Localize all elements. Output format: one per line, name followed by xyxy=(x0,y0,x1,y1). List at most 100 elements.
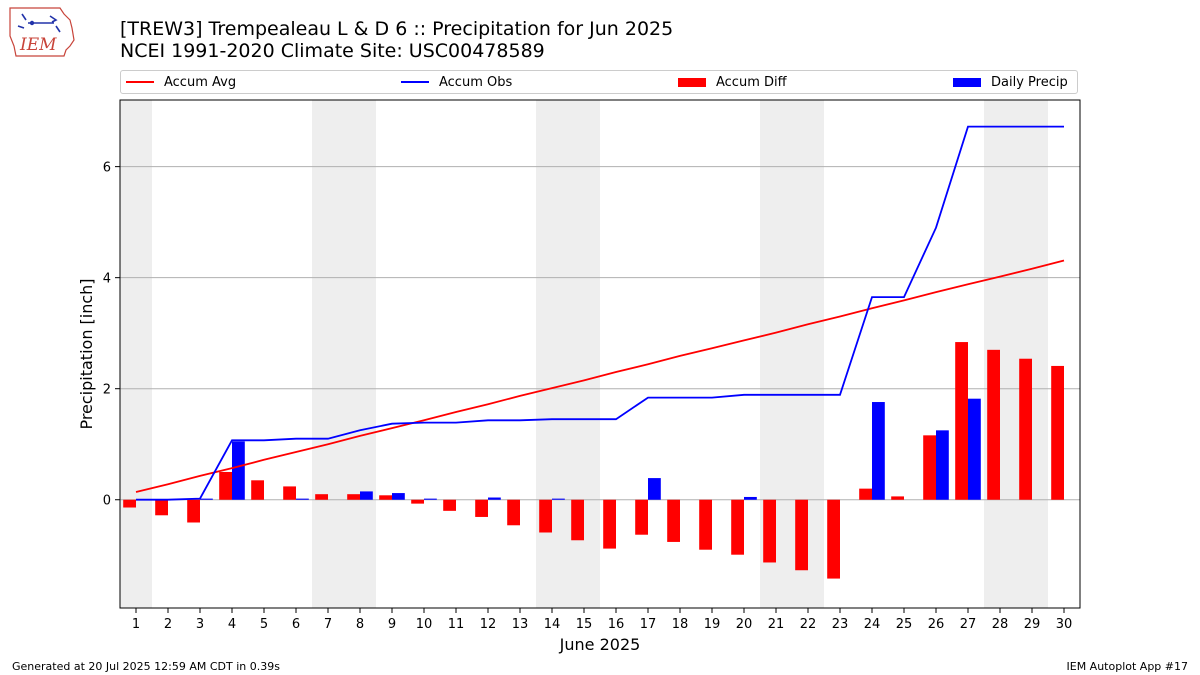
accum-diff-bar xyxy=(251,480,264,500)
accum-diff-bar xyxy=(571,499,584,541)
daily-precip-bar xyxy=(424,498,437,500)
legend-label: Accum Obs xyxy=(439,74,513,90)
accum-diff-bar xyxy=(923,435,936,500)
x-tick-label: 24 xyxy=(864,617,881,632)
x-tick-label: 28 xyxy=(992,617,1009,632)
x-tick-label: 4 xyxy=(228,617,236,632)
y-tick-label: 4 xyxy=(103,272,111,287)
daily-precip-bar xyxy=(648,478,661,500)
daily-precip-bar xyxy=(744,496,757,500)
accum-diff-bar xyxy=(891,496,904,500)
y-tick-label: 0 xyxy=(103,494,111,509)
legend-label: Daily Precip xyxy=(991,74,1068,90)
accum-diff-bar xyxy=(347,494,360,500)
daily-precip-bar xyxy=(200,498,213,500)
weekend-shade xyxy=(1016,100,1048,608)
daily-precip-bar xyxy=(392,493,405,500)
iem-logo: IEM xyxy=(9,7,75,57)
accum-diff-bar xyxy=(379,495,392,500)
x-tick-label: 15 xyxy=(576,617,593,632)
accum-diff-bar xyxy=(667,499,680,542)
accum-diff-bar xyxy=(603,499,616,549)
weekend-shade xyxy=(344,100,376,608)
accum-diff-bar xyxy=(411,499,424,504)
x-tick-label: 22 xyxy=(800,617,817,632)
x-tick-label: 8 xyxy=(356,617,364,632)
x-tick-label: 17 xyxy=(640,617,657,632)
accum-diff-bar xyxy=(955,342,968,500)
accum-diff-bar xyxy=(1051,365,1064,500)
chart-legend: Accum Avg Accum Obs Accum Diff Daily Pre… xyxy=(120,70,1078,94)
x-tick-label: 21 xyxy=(768,617,785,632)
x-tick-label: 1 xyxy=(132,617,140,632)
x-tick-label: 16 xyxy=(608,617,625,632)
accum-diff-bar xyxy=(283,486,296,500)
x-tick-label: 19 xyxy=(704,617,721,632)
accum-diff-bar xyxy=(539,499,552,533)
x-axis-label: June 2025 xyxy=(559,635,641,654)
x-tick-label: 7 xyxy=(324,617,332,632)
y-axis-label: Precipitation [inch] xyxy=(77,278,96,429)
legend-item-accum-obs: Accum Obs xyxy=(401,71,512,93)
accum-diff-bar xyxy=(219,471,232,500)
x-tick-label: 11 xyxy=(448,617,465,632)
accum-obs-line xyxy=(136,125,1064,501)
legend-swatch-red-bar xyxy=(678,77,706,87)
accum-diff-bar xyxy=(475,499,488,517)
legend-item-accum-diff: Accum Diff xyxy=(678,71,787,93)
daily-precip-bar xyxy=(872,402,885,500)
daily-precip-bar xyxy=(232,441,245,500)
accum-diff-bar xyxy=(827,499,840,579)
legend-item-daily-precip: Daily Precip xyxy=(953,71,1068,93)
accum-diff-bar xyxy=(443,499,456,511)
accum-diff-bar xyxy=(699,499,712,550)
logo-text: IEM xyxy=(19,35,57,55)
x-tick-label: 29 xyxy=(1024,617,1041,632)
x-tick-label: 18 xyxy=(672,617,689,632)
legend-swatch-blue-bar xyxy=(953,77,981,87)
x-tick-label: 6 xyxy=(292,617,300,632)
chart-subtitle: NCEI 1991-2020 Climate Site: USC00478589 xyxy=(120,40,545,62)
daily-precip-bar xyxy=(488,497,501,500)
x-tick-label: 30 xyxy=(1056,617,1073,632)
accum-diff-bar xyxy=(763,499,776,563)
x-tick-label: 10 xyxy=(416,617,433,632)
daily-precip-bar xyxy=(936,430,949,500)
accum-diff-bar xyxy=(1019,358,1032,500)
x-tick-label: 12 xyxy=(480,617,497,632)
accum-diff-bar xyxy=(187,499,200,523)
accum-avg-line xyxy=(135,259,1065,493)
y-tick-label: 6 xyxy=(103,161,111,176)
plot-frame xyxy=(119,99,1081,609)
accum-diff-bar xyxy=(155,499,168,516)
daily-precip-bar xyxy=(296,498,309,500)
accum-diff-bar xyxy=(507,499,520,526)
y-tick-label: 2 xyxy=(103,383,111,398)
generated-note: Generated at 20 Jul 2025 12:59 AM CDT in… xyxy=(12,660,280,673)
x-tick-label: 23 xyxy=(832,617,849,632)
x-tick-label: 20 xyxy=(736,617,753,632)
accum-diff-bar xyxy=(731,499,744,555)
weekend-shade xyxy=(312,100,344,608)
x-tick-label: 9 xyxy=(388,617,396,632)
x-tick-label: 3 xyxy=(196,617,204,632)
x-tick-label: 2 xyxy=(164,617,172,632)
legend-swatch-red-line xyxy=(126,81,154,83)
weekend-shade xyxy=(120,100,152,608)
accum-diff-bar xyxy=(315,494,328,500)
x-tick-label: 5 xyxy=(260,617,268,632)
accum-diff-bar xyxy=(795,499,808,571)
legend-item-accum-avg: Accum Avg xyxy=(126,71,236,93)
x-tick-label: 13 xyxy=(512,617,529,632)
accum-diff-bar xyxy=(859,488,872,500)
daily-precip-bar xyxy=(968,398,981,500)
app-credit: IEM Autoplot App #17 xyxy=(1066,660,1189,673)
daily-precip-bar xyxy=(552,498,565,500)
x-tick-label: 25 xyxy=(896,617,913,632)
legend-label: Accum Diff xyxy=(716,74,787,90)
x-tick-label: 27 xyxy=(960,617,977,632)
accum-diff-bar xyxy=(635,499,648,535)
daily-precip-bar xyxy=(360,491,373,500)
accum-diff-bar xyxy=(123,499,136,508)
